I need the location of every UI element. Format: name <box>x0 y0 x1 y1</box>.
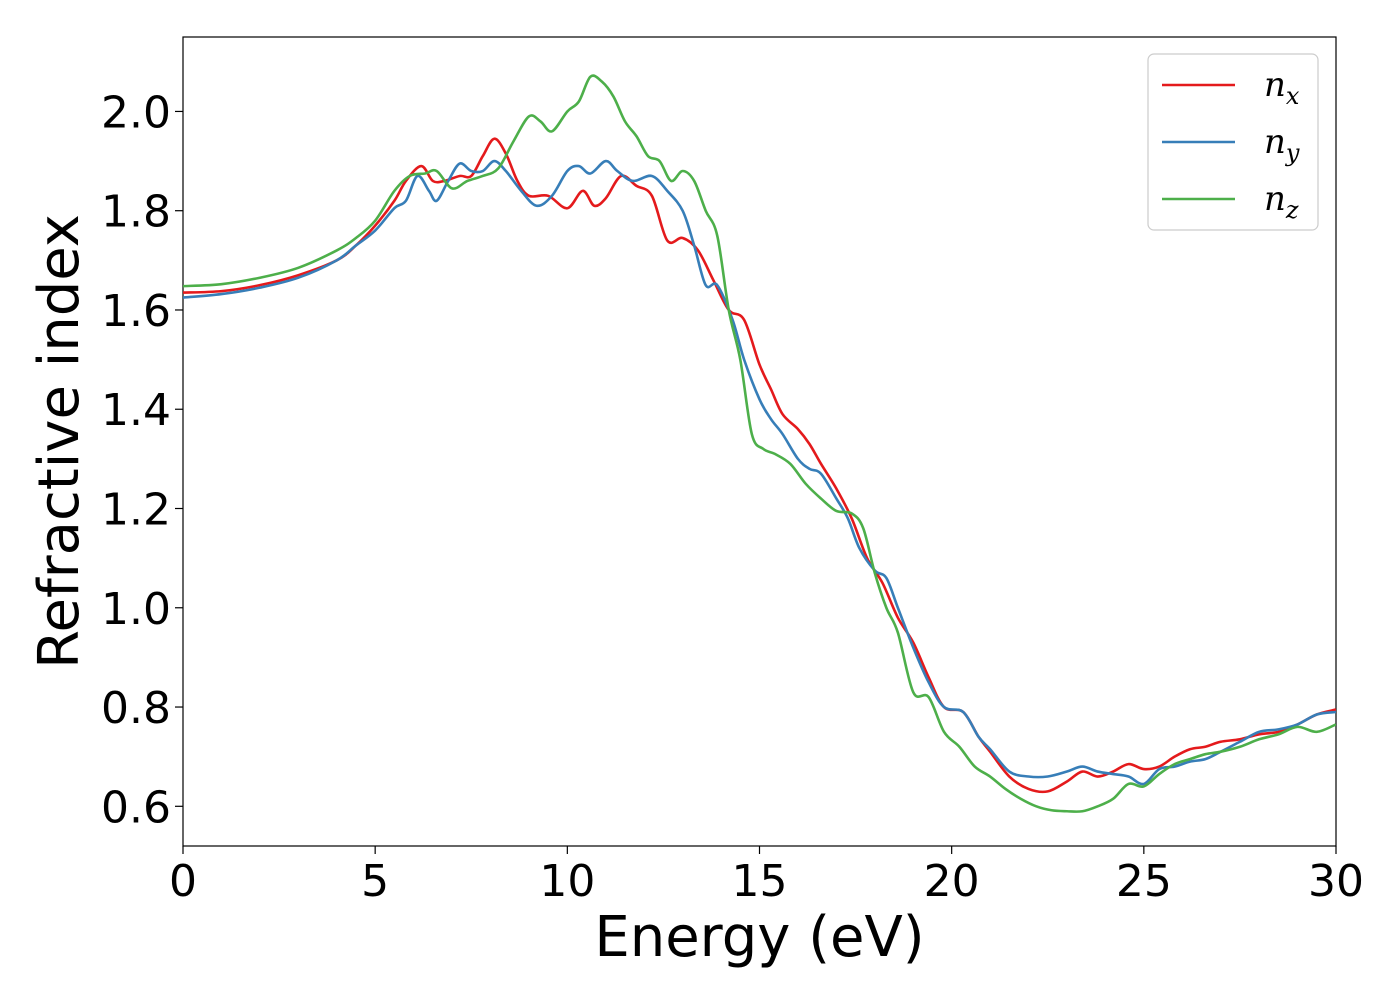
y-tick-label: 0.6 <box>101 782 171 833</box>
series-layer <box>183 74 1336 813</box>
x-tick-label: 5 <box>361 856 389 907</box>
y-tick-label: 1.6 <box>101 286 171 337</box>
y-tick-label: 1.0 <box>101 584 171 635</box>
y-tick-label: 2.0 <box>101 87 171 138</box>
legend-label: ny <box>1264 122 1300 167</box>
y-tick-label: 0.8 <box>101 683 171 734</box>
y-tick-label: 1.8 <box>101 187 171 238</box>
x-tick-label: 0 <box>169 856 197 907</box>
x-tick-label: 10 <box>539 856 595 907</box>
x-axis-title: Energy (eV) <box>594 905 924 970</box>
series-line-n-z <box>183 74 1336 813</box>
series-line-n-x <box>183 137 1336 794</box>
x-tick-label: 15 <box>732 856 788 907</box>
y-axis: 0.6 0.8 1.0 1.2 1.4 1.6 1.8 2.0 <box>101 87 183 833</box>
x-tick-label: 25 <box>1116 856 1172 907</box>
y-tick-label: 1.4 <box>101 385 171 436</box>
legend-label: nx <box>1264 65 1300 110</box>
x-tick-label: 20 <box>924 856 980 907</box>
legend: nx ny nz <box>1147 53 1319 231</box>
x-tick-label: 30 <box>1308 856 1364 907</box>
y-tick-label: 1.2 <box>101 485 171 536</box>
y-axis-title: Refractive index <box>27 214 92 669</box>
series-line-n-y <box>183 159 1336 786</box>
legend-label: nz <box>1264 179 1299 224</box>
x-axis: 0 5 10 15 20 25 30 <box>169 846 1364 907</box>
